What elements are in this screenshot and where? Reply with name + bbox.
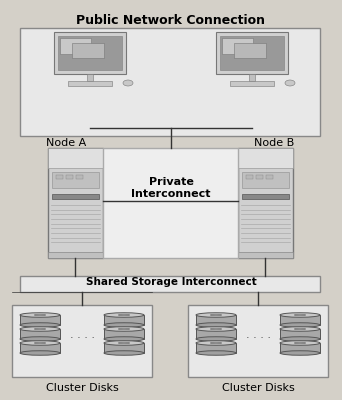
- Ellipse shape: [210, 342, 222, 344]
- Bar: [48, 252, 103, 258]
- Bar: [20, 315, 60, 325]
- Ellipse shape: [118, 314, 130, 316]
- Text: Node B: Node B: [254, 138, 294, 148]
- Bar: [48, 148, 103, 258]
- Ellipse shape: [210, 328, 222, 330]
- Text: Cluster Disks: Cluster Disks: [45, 383, 118, 393]
- Bar: [76, 175, 82, 179]
- Text: · · · ·: · · · ·: [246, 333, 271, 343]
- Ellipse shape: [294, 342, 306, 344]
- Bar: [237, 148, 292, 168]
- Bar: [54, 32, 126, 74]
- Bar: [55, 175, 63, 179]
- Bar: [246, 175, 252, 179]
- Ellipse shape: [280, 351, 320, 355]
- Bar: [231, 81, 274, 86]
- Bar: [241, 194, 289, 199]
- Ellipse shape: [196, 337, 236, 341]
- Ellipse shape: [20, 351, 60, 355]
- Ellipse shape: [104, 351, 144, 355]
- Ellipse shape: [20, 327, 60, 331]
- Ellipse shape: [294, 314, 306, 316]
- Bar: [249, 74, 255, 81]
- Ellipse shape: [20, 313, 60, 317]
- Ellipse shape: [118, 342, 130, 344]
- Ellipse shape: [104, 327, 144, 331]
- Bar: [196, 343, 236, 353]
- Bar: [188, 305, 328, 377]
- Ellipse shape: [118, 328, 130, 330]
- Ellipse shape: [20, 341, 60, 345]
- Text: · · · ·: · · · ·: [69, 333, 94, 343]
- Bar: [20, 276, 320, 292]
- Bar: [104, 315, 144, 325]
- Ellipse shape: [280, 313, 320, 317]
- Text: Cluster Disks: Cluster Disks: [222, 383, 294, 393]
- Bar: [66, 175, 73, 179]
- Bar: [103, 148, 237, 258]
- Ellipse shape: [104, 341, 144, 345]
- Bar: [73, 43, 104, 58]
- Bar: [280, 343, 320, 353]
- Bar: [280, 315, 320, 325]
- Ellipse shape: [280, 341, 320, 345]
- Text: Public Network Connection: Public Network Connection: [77, 14, 265, 27]
- Bar: [265, 175, 273, 179]
- Bar: [68, 81, 111, 86]
- Ellipse shape: [285, 80, 295, 86]
- Bar: [280, 329, 320, 339]
- Ellipse shape: [210, 314, 222, 316]
- Ellipse shape: [196, 341, 236, 345]
- Text: Private
Interconnect: Private Interconnect: [131, 177, 211, 199]
- Bar: [52, 194, 98, 199]
- Bar: [235, 43, 266, 58]
- Bar: [87, 74, 93, 81]
- Bar: [48, 148, 103, 168]
- Text: Node A: Node A: [45, 138, 86, 148]
- Ellipse shape: [196, 327, 236, 331]
- Bar: [104, 329, 144, 339]
- Ellipse shape: [104, 313, 144, 317]
- Bar: [196, 315, 236, 325]
- Text: Shared Storage Interconnect: Shared Storage Interconnect: [86, 277, 256, 287]
- Ellipse shape: [196, 323, 236, 327]
- Ellipse shape: [196, 313, 236, 317]
- Ellipse shape: [280, 327, 320, 331]
- Bar: [58, 36, 122, 70]
- Bar: [216, 32, 288, 74]
- Ellipse shape: [35, 328, 45, 330]
- Ellipse shape: [123, 80, 133, 86]
- Ellipse shape: [35, 342, 45, 344]
- Bar: [60, 38, 91, 54]
- Bar: [20, 28, 320, 136]
- Bar: [12, 305, 152, 377]
- Ellipse shape: [20, 323, 60, 327]
- Ellipse shape: [104, 323, 144, 327]
- Bar: [20, 329, 60, 339]
- Ellipse shape: [35, 314, 45, 316]
- Ellipse shape: [20, 337, 60, 341]
- Bar: [20, 343, 60, 353]
- Ellipse shape: [280, 323, 320, 327]
- Ellipse shape: [196, 351, 236, 355]
- Bar: [222, 38, 253, 54]
- Ellipse shape: [104, 337, 144, 341]
- Bar: [196, 329, 236, 339]
- Bar: [237, 252, 292, 258]
- Bar: [255, 175, 263, 179]
- Bar: [52, 172, 98, 188]
- Bar: [104, 343, 144, 353]
- Ellipse shape: [280, 337, 320, 341]
- Bar: [237, 148, 292, 258]
- Bar: [220, 36, 284, 70]
- Ellipse shape: [294, 328, 306, 330]
- Bar: [241, 172, 289, 188]
